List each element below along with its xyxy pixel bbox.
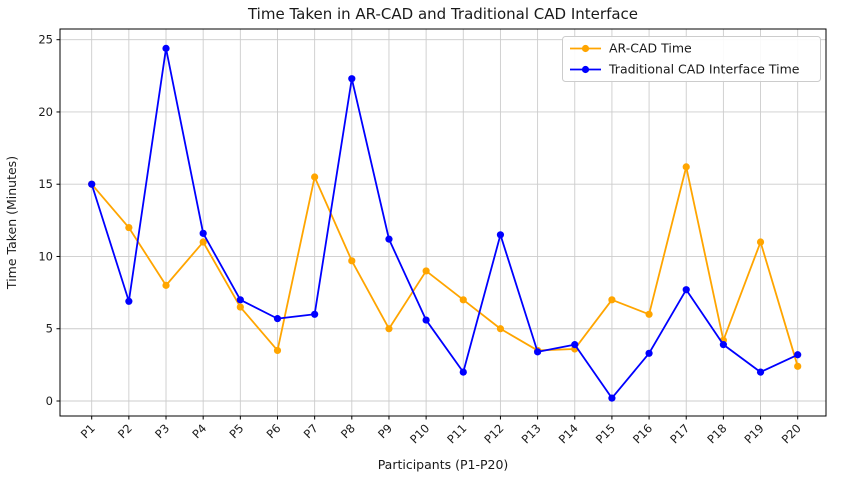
- data-point-marker: [682, 163, 690, 171]
- data-point-marker: [422, 267, 430, 275]
- data-point-marker: [645, 349, 653, 357]
- data-point-marker: [719, 341, 727, 349]
- data-point-marker: [571, 341, 579, 349]
- data-point-marker: [533, 348, 542, 356]
- data-point-marker: [348, 257, 356, 265]
- data-point-marker: [496, 231, 505, 239]
- series-line: [90, 47, 799, 400]
- data-point-marker: [645, 310, 653, 318]
- data-point-marker: [88, 180, 96, 188]
- y-tick-label: 10: [38, 249, 53, 263]
- x-tick-label: P20: [779, 421, 804, 446]
- data-point-marker: [348, 75, 356, 83]
- y-tick-label: 25: [38, 33, 53, 47]
- legend-label-traditional-cad: Traditional CAD Interface Time: [608, 62, 800, 77]
- x-tick-label: P15: [593, 421, 618, 446]
- x-tick-label: P8: [338, 421, 358, 441]
- axis-ticks: [56, 39, 799, 420]
- x-tick-label: P14: [556, 421, 581, 446]
- data-point-marker: [385, 235, 393, 243]
- x-tick-label: P18: [704, 421, 729, 446]
- legend-marker-ar-cad: [581, 44, 590, 53]
- x-tick-label: P11: [444, 421, 469, 446]
- data-point-marker: [682, 286, 690, 294]
- legend: AR-CAD Time Traditional CAD Interface Ti…: [562, 36, 821, 82]
- plot-border: [59, 28, 827, 417]
- data-point-marker: [608, 296, 616, 304]
- data-point-marker: [608, 394, 616, 402]
- data-point-marker: [794, 351, 802, 359]
- y-axis-label: Time Taken (Minutes): [4, 156, 19, 290]
- series-line: [91, 165, 799, 367]
- data-point-marker: [459, 368, 467, 376]
- x-tick-label: P19: [742, 421, 767, 446]
- data-point-marker: [125, 297, 133, 305]
- data-point-marker: [756, 368, 765, 376]
- x-tick-label: P1: [78, 421, 98, 441]
- x-tick-label: P17: [667, 421, 692, 446]
- legend-label-ar-cad: AR-CAD Time: [609, 41, 692, 56]
- legend-box: [562, 36, 821, 82]
- data-point-marker: [199, 229, 207, 237]
- data-point-marker: [125, 223, 133, 232]
- x-tick-label: P9: [375, 421, 395, 441]
- x-tick-label: P16: [630, 421, 655, 446]
- grid-lines: [60, 29, 826, 416]
- y-tick-label: 5: [46, 322, 53, 336]
- x-tick-label: P6: [264, 421, 284, 441]
- chart-title: Time Taken in AR-CAD and Traditional CAD…: [247, 5, 638, 23]
- legend-marker-traditional-cad: [581, 65, 590, 74]
- data-point-marker: [273, 315, 282, 323]
- x-tick-label: P13: [519, 421, 544, 446]
- x-tick-label: P2: [115, 421, 135, 441]
- x-tick-labels: P1 P2 P3 P4 P5 P6 P7 P8 P9 P10 P11 P12 P13 P14 P15 P16 P…: [78, 421, 804, 446]
- x-axis-label: Participants (P1-P20): [378, 457, 509, 472]
- data-point-marker: [311, 173, 319, 181]
- data-point-marker: [162, 44, 170, 52]
- data-point-marker: [794, 362, 802, 370]
- data-point-marker: [199, 238, 207, 246]
- y-tick-label: 15: [38, 177, 53, 191]
- data-point-marker: [236, 296, 244, 304]
- x-tick-label: P4: [189, 421, 209, 441]
- x-tick-label: P5: [226, 421, 246, 441]
- legend-entry-traditional-cad: Traditional CAD Interface Time: [570, 62, 800, 77]
- data-point-marker: [385, 325, 393, 333]
- data-point-marker: [311, 310, 319, 318]
- x-tick-label: P12: [481, 421, 506, 446]
- data-point-marker: [496, 325, 505, 333]
- y-tick-label: 20: [38, 105, 53, 119]
- data-point-marker: [236, 303, 244, 311]
- y-tick-label: 0: [46, 394, 53, 408]
- data-series: [88, 44, 802, 402]
- x-tick-label: P3: [152, 421, 172, 441]
- legend-entry-ar-cad: AR-CAD Time: [570, 41, 692, 56]
- data-point-marker: [422, 316, 430, 324]
- data-point-marker: [273, 346, 282, 355]
- x-tick-label: P10: [407, 421, 432, 446]
- y-tick-labels: 0 5 10 15 20 25: [38, 33, 53, 408]
- data-point-marker: [459, 296, 467, 304]
- data-point-marker: [756, 238, 765, 246]
- data-point-marker: [162, 281, 170, 289]
- x-tick-label: P7: [301, 421, 321, 441]
